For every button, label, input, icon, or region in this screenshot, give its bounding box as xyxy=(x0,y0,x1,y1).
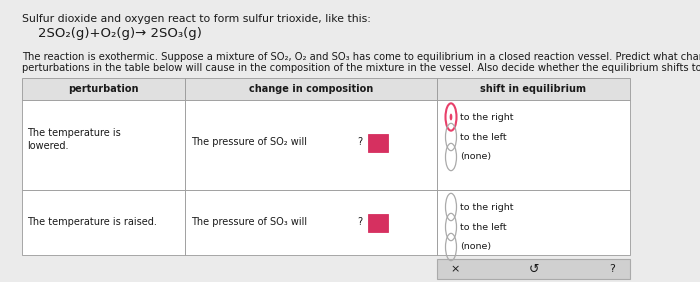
Text: ×: × xyxy=(450,264,460,274)
Bar xyxy=(437,100,630,190)
Bar xyxy=(368,214,388,232)
Bar xyxy=(22,100,185,190)
Bar xyxy=(437,190,630,255)
Text: The pressure of SO₃ will: The pressure of SO₃ will xyxy=(191,217,307,227)
Text: to the left: to the left xyxy=(461,133,507,142)
Bar xyxy=(368,134,388,152)
Text: change in composition: change in composition xyxy=(249,84,373,94)
Bar xyxy=(22,190,185,255)
Text: 2SO₂(g)+O₂(g)→ 2SO₃(g): 2SO₂(g)+O₂(g)→ 2SO₃(g) xyxy=(38,27,202,40)
Text: perturbation: perturbation xyxy=(68,84,139,94)
Text: The temperature is raised.: The temperature is raised. xyxy=(27,217,157,227)
Text: shift in equilibrium: shift in equilibrium xyxy=(480,84,586,94)
Text: The pressure of SO₂ will: The pressure of SO₂ will xyxy=(191,137,307,147)
Bar xyxy=(437,259,630,279)
Bar xyxy=(185,100,437,190)
Ellipse shape xyxy=(449,114,452,120)
Text: The reaction is exothermic. Suppose a mixture of SO₂, O₂ and SO₃ has come to equ: The reaction is exothermic. Suppose a mi… xyxy=(22,52,700,62)
Text: ↺: ↺ xyxy=(528,263,539,276)
Text: The temperature is
lowered.: The temperature is lowered. xyxy=(27,128,120,151)
Text: to the right: to the right xyxy=(461,202,514,212)
Text: ?: ? xyxy=(357,217,362,227)
Text: Sulfur dioxide and oxygen react to form sulfur trioxide, like this:: Sulfur dioxide and oxygen react to form … xyxy=(22,14,371,24)
Bar xyxy=(437,78,630,100)
Text: (none): (none) xyxy=(461,153,491,162)
Text: ?: ? xyxy=(609,264,615,274)
Bar xyxy=(185,78,437,100)
Text: to the left: to the left xyxy=(461,222,507,232)
Text: ?: ? xyxy=(357,137,362,147)
Bar xyxy=(185,190,437,255)
Text: perturbations in the table below will cause in the composition of the mixture in: perturbations in the table below will ca… xyxy=(22,63,700,73)
Text: (none): (none) xyxy=(461,243,491,252)
Text: to the right: to the right xyxy=(461,113,514,122)
Bar xyxy=(22,78,185,100)
